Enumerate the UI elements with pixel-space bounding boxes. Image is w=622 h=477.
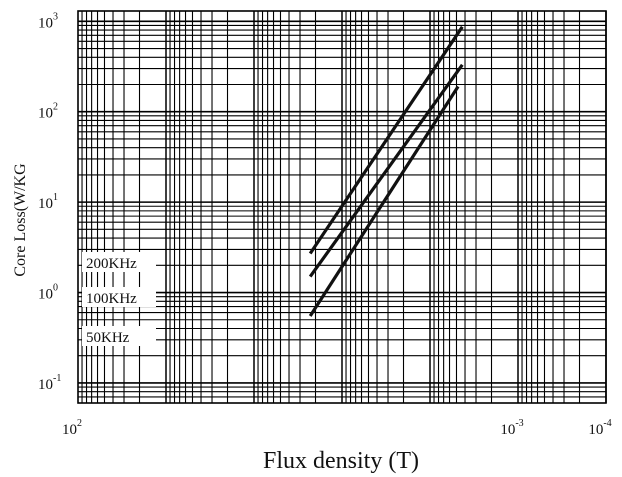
series-line-100khz bbox=[308, 63, 464, 278]
series-label: 100KHz bbox=[86, 291, 137, 307]
plot-frame bbox=[77, 10, 607, 404]
series-lines bbox=[308, 25, 464, 317]
y-tick-label: 102 bbox=[38, 102, 58, 122]
x-tick-label: 10-4 bbox=[588, 418, 611, 438]
x-axis-title: Flux density (T) bbox=[263, 448, 419, 474]
series-label-bg bbox=[82, 252, 156, 272]
plot-border bbox=[77, 10, 607, 404]
y-tick-label: 101 bbox=[38, 192, 58, 212]
y-axis-title: Core Loss(W/KG bbox=[12, 163, 29, 277]
series-label-bg bbox=[82, 287, 156, 307]
series-label: 200KHz bbox=[86, 256, 137, 272]
y-tick-label: 103 bbox=[38, 11, 58, 31]
series-labels: 200KHz 100KHz 50KHz bbox=[82, 252, 156, 346]
series-label-bg bbox=[82, 326, 156, 346]
x-tick-label: 10-3 bbox=[500, 418, 523, 438]
y-tick-labels: 10-1 100 101 102 103 bbox=[38, 11, 61, 393]
series-line-200khz bbox=[308, 25, 464, 255]
grid-lines bbox=[78, 11, 607, 404]
x-tick-label: 102 bbox=[62, 418, 82, 438]
y-tick-label: 100 bbox=[38, 283, 58, 303]
x-tick-labels: 102 10-3 10-4 bbox=[62, 418, 612, 438]
series-line-50khz bbox=[308, 85, 460, 317]
y-tick-label: 10-1 bbox=[38, 373, 61, 393]
series-label: 50KHz bbox=[86, 330, 130, 346]
